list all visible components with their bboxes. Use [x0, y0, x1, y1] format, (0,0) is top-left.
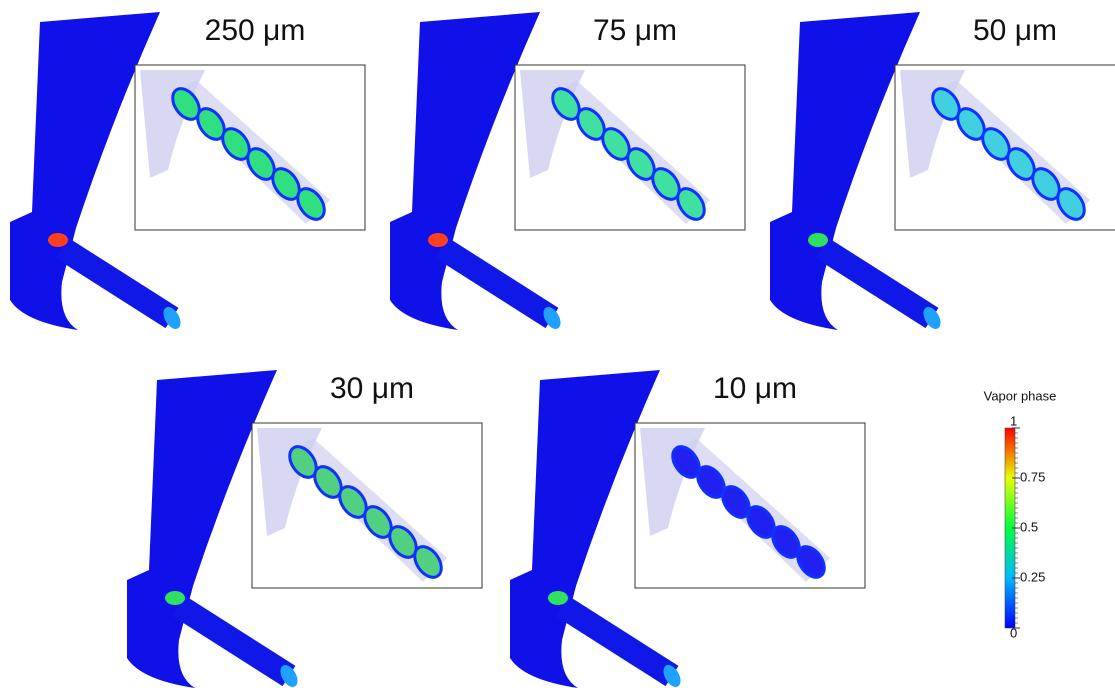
colorbar-title: Vapor phase	[984, 388, 1057, 403]
figure: Vapor phase 250 μm 75 μm 50 μm 30 μm 10 μm 0 0…	[0, 0, 1115, 688]
pipe	[179, 606, 289, 676]
panel: 75 μm	[390, 12, 745, 332]
panel-label: 250 μm	[205, 14, 306, 47]
tick-label: 0.5	[1020, 519, 1038, 534]
panel-label: 10 μm	[713, 372, 797, 405]
page: Vapor phase 250 μm 75 μm 50 μm 30 μm 10 μm 0 0…	[0, 0, 1115, 688]
panel: 50 μm	[770, 12, 1115, 332]
tick-label: 0.25	[1020, 569, 1045, 584]
tick-label: 1	[1010, 413, 1017, 428]
pipe	[62, 248, 172, 318]
inlet	[428, 233, 448, 247]
pipe	[822, 248, 932, 318]
tick-label: 0.75	[1020, 469, 1045, 484]
inlet	[165, 591, 185, 605]
tick-label: 0	[1010, 625, 1017, 640]
panel: 250 μm	[10, 12, 365, 332]
panel-label: 30 μm	[330, 372, 414, 405]
inlet	[548, 591, 568, 605]
inlet	[48, 233, 68, 247]
panel: 10 μm	[510, 370, 865, 688]
panel: 30 μm	[127, 370, 482, 688]
panel-label: 75 μm	[593, 14, 677, 47]
pipe	[442, 248, 552, 318]
inlet	[808, 233, 828, 247]
panel-label: 50 μm	[973, 14, 1057, 47]
pipe	[562, 606, 672, 676]
